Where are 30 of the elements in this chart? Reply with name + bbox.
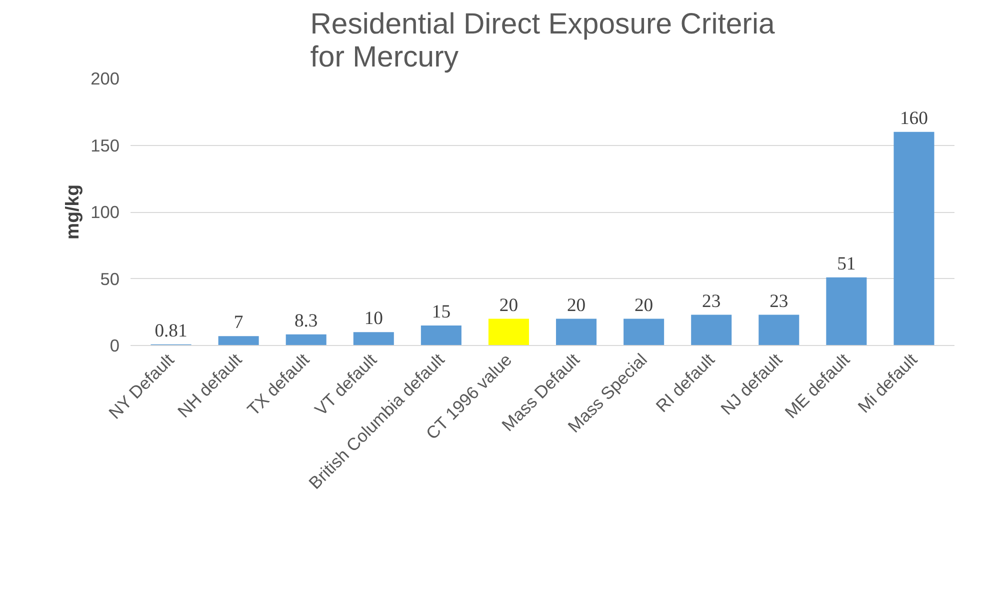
- bar: [894, 132, 934, 346]
- y-tick-label: 200: [90, 68, 120, 88]
- bar: [218, 336, 259, 346]
- bar: [826, 277, 867, 346]
- data-label: 0.81: [154, 320, 188, 342]
- data-label: 23: [702, 290, 721, 312]
- y-tick-label: 0: [110, 336, 120, 356]
- data-label: 20: [634, 294, 654, 316]
- data-label: 15: [432, 301, 451, 322]
- bar: [624, 318, 664, 346]
- bar: [758, 314, 800, 346]
- data-label: 10: [364, 308, 383, 330]
- data-label: 8.3: [294, 310, 318, 332]
- y-tick-label: 50: [100, 268, 120, 289]
- data-label: 20: [566, 294, 586, 316]
- y-tick-label: 100: [90, 202, 120, 222]
- y-tick-label: 150: [90, 135, 120, 156]
- bar: [691, 314, 732, 346]
- bar: [488, 318, 529, 346]
- data-label: 51: [837, 253, 856, 274]
- bar: [286, 334, 326, 346]
- chart-title: Residential Direct Exposure Criteria for Mercury: [310, 8, 776, 74]
- data-label: 160: [900, 108, 928, 129]
- data-label: 20: [499, 294, 518, 316]
- data-label: 23: [770, 290, 788, 312]
- y-axis-title: mg/kg: [62, 184, 83, 240]
- data-label: 7: [234, 312, 244, 334]
- bar: [420, 325, 462, 346]
- bar: [556, 318, 597, 346]
- bar: [353, 332, 394, 346]
